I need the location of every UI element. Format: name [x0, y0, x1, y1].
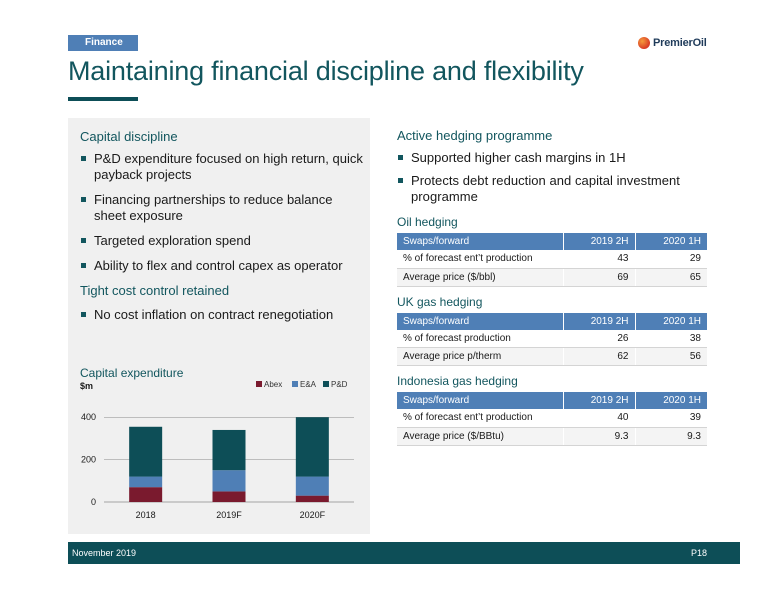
list-item: Protects debt reduction and capital inve…: [397, 173, 707, 205]
bar-segment: [129, 476, 163, 488]
table-cell: Average price ($/bbl): [397, 268, 563, 287]
capital-discipline-list: P&D expenditure focused on high return, …: [80, 151, 365, 274]
cost-control-heading: Tight cost control retained: [80, 283, 230, 298]
column-header: 2019 2H: [562, 312, 635, 330]
oil-hedging-title: Oil hedging: [397, 215, 458, 229]
table-cell: 9.3: [634, 427, 707, 446]
table-cell: 69: [562, 268, 635, 287]
column-header: 2019 2H: [562, 392, 635, 409]
table-cell: 29: [634, 250, 707, 269]
title-underline: [68, 97, 138, 101]
table-cell: % of forecast ent’t production: [397, 409, 563, 428]
column-header: Swaps/forward: [397, 233, 563, 250]
table-row: Average price p/therm 62 56: [397, 347, 707, 366]
table-header-row: Swaps/forward 2019 2H 2020 1H: [397, 392, 707, 409]
legend-label: Abex: [264, 380, 282, 389]
table-cell: 39: [634, 409, 707, 428]
column-header: 2020 1H: [634, 233, 707, 250]
uk-gas-hedging-table: Swaps/forward 2019 2H 2020 1H % of forec…: [397, 312, 707, 366]
legend-swatch: [323, 381, 329, 387]
indonesia-gas-hedging-title: Indonesia gas hedging: [397, 374, 518, 388]
table-row: Average price ($/BBtu) 9.3 9.3: [397, 427, 707, 446]
table-row: Average price ($/bbl) 69 65: [397, 268, 707, 287]
logo-mark-icon: [638, 37, 650, 49]
table-cell: 38: [634, 329, 707, 348]
hedging-heading: Active hedging programme: [397, 128, 553, 143]
footer-date: November 2019: [72, 548, 137, 558]
indonesia-gas-hedging-table: Swaps/forward 2019 2H 2020 1H % of forec…: [397, 392, 707, 446]
table-cell: 43: [562, 250, 635, 269]
table-cell: 56: [634, 347, 707, 366]
list-item: Ability to flex and control capex as ope…: [80, 258, 365, 274]
table-header-row: Swaps/forward 2019 2H 2020 1H: [397, 233, 707, 250]
list-item: Supported higher cash margins in 1H: [397, 150, 707, 166]
table-cell: Average price ($/BBtu): [397, 427, 563, 446]
y-tick-label: 0: [91, 497, 96, 507]
table-cell: 40: [562, 409, 635, 428]
legend-label: E&A: [300, 380, 317, 389]
x-tick-label: 2020F: [300, 510, 326, 520]
bar-segment: [129, 487, 163, 502]
company-logo: PremierOil: [638, 37, 707, 49]
page-number: P18: [690, 548, 707, 558]
table-cell: 62: [562, 347, 635, 366]
x-tick-label: 2018: [136, 510, 156, 520]
hedging-list: Supported higher cash margins in 1H Prot…: [397, 150, 707, 205]
table-cell: Average price p/therm: [397, 347, 563, 366]
bar-segment: [212, 491, 246, 502]
chart-unit: $m: [80, 381, 94, 391]
y-tick-label: 400: [81, 412, 96, 422]
bar-segment: [295, 495, 329, 502]
list-item: P&D expenditure focused on high return, …: [80, 151, 365, 183]
column-header: Swaps/forward: [397, 312, 563, 330]
oil-hedging-table: Swaps/forward 2019 2H 2020 1H % of forec…: [397, 233, 707, 287]
list-item: No cost inflation on contract renegotiat…: [80, 307, 365, 323]
bar-segment: [295, 417, 329, 477]
column-header: Swaps/forward: [397, 392, 563, 409]
bar-segment: [295, 476, 329, 496]
column-header: 2020 1H: [634, 392, 707, 409]
left-panel: Capital discipline P&D expenditure focus…: [68, 118, 370, 534]
column-header: 2020 1H: [634, 312, 707, 330]
list-item: Financing partnerships to reduce balance…: [80, 192, 365, 224]
capital-discipline-heading: Capital discipline: [80, 129, 178, 144]
legend-label: P&D: [331, 380, 348, 389]
table-row: % of forecast production 26 38: [397, 329, 707, 348]
capex-chart: 0 200 400 2018 2019F 2020F Abex E&A P&D: [81, 380, 354, 520]
table-cell: 9.3: [562, 427, 635, 446]
table-row: % of forecast ent’t production 40 39: [397, 409, 707, 428]
table-row: % of forecast ent’t production 43 29: [397, 250, 707, 269]
chart-title: Capital expenditure: [80, 366, 184, 380]
table-cell: % of forecast ent’t production: [397, 250, 563, 269]
legend-swatch: [292, 381, 298, 387]
column-header: 2019 2H: [562, 233, 635, 250]
table-header-row: Swaps/forward 2019 2H 2020 1H: [397, 312, 707, 330]
list-item: Targeted exploration spend: [80, 233, 365, 249]
section-tag: Finance: [68, 35, 138, 51]
table-cell: 26: [562, 329, 635, 348]
x-tick-label: 2019F: [216, 510, 242, 520]
uk-gas-hedging-title: UK gas hedging: [397, 294, 483, 309]
page-title: Maintaining financial discipline and fle…: [68, 56, 584, 86]
bar-segment: [212, 470, 246, 492]
cost-control-list: No cost inflation on contract renegotiat…: [80, 307, 365, 323]
table-cell: % of forecast production: [397, 329, 563, 348]
bar-segment: [212, 429, 246, 471]
right-column: Active hedging programme Supported highe…: [397, 128, 707, 446]
table-cell: 65: [634, 268, 707, 287]
y-tick-label: 200: [81, 455, 96, 465]
bar-segment: [129, 426, 163, 477]
footer-bar: November 2019 P18: [68, 542, 740, 564]
logo-text: PremierOil: [653, 37, 707, 49]
legend-swatch: [256, 381, 262, 387]
